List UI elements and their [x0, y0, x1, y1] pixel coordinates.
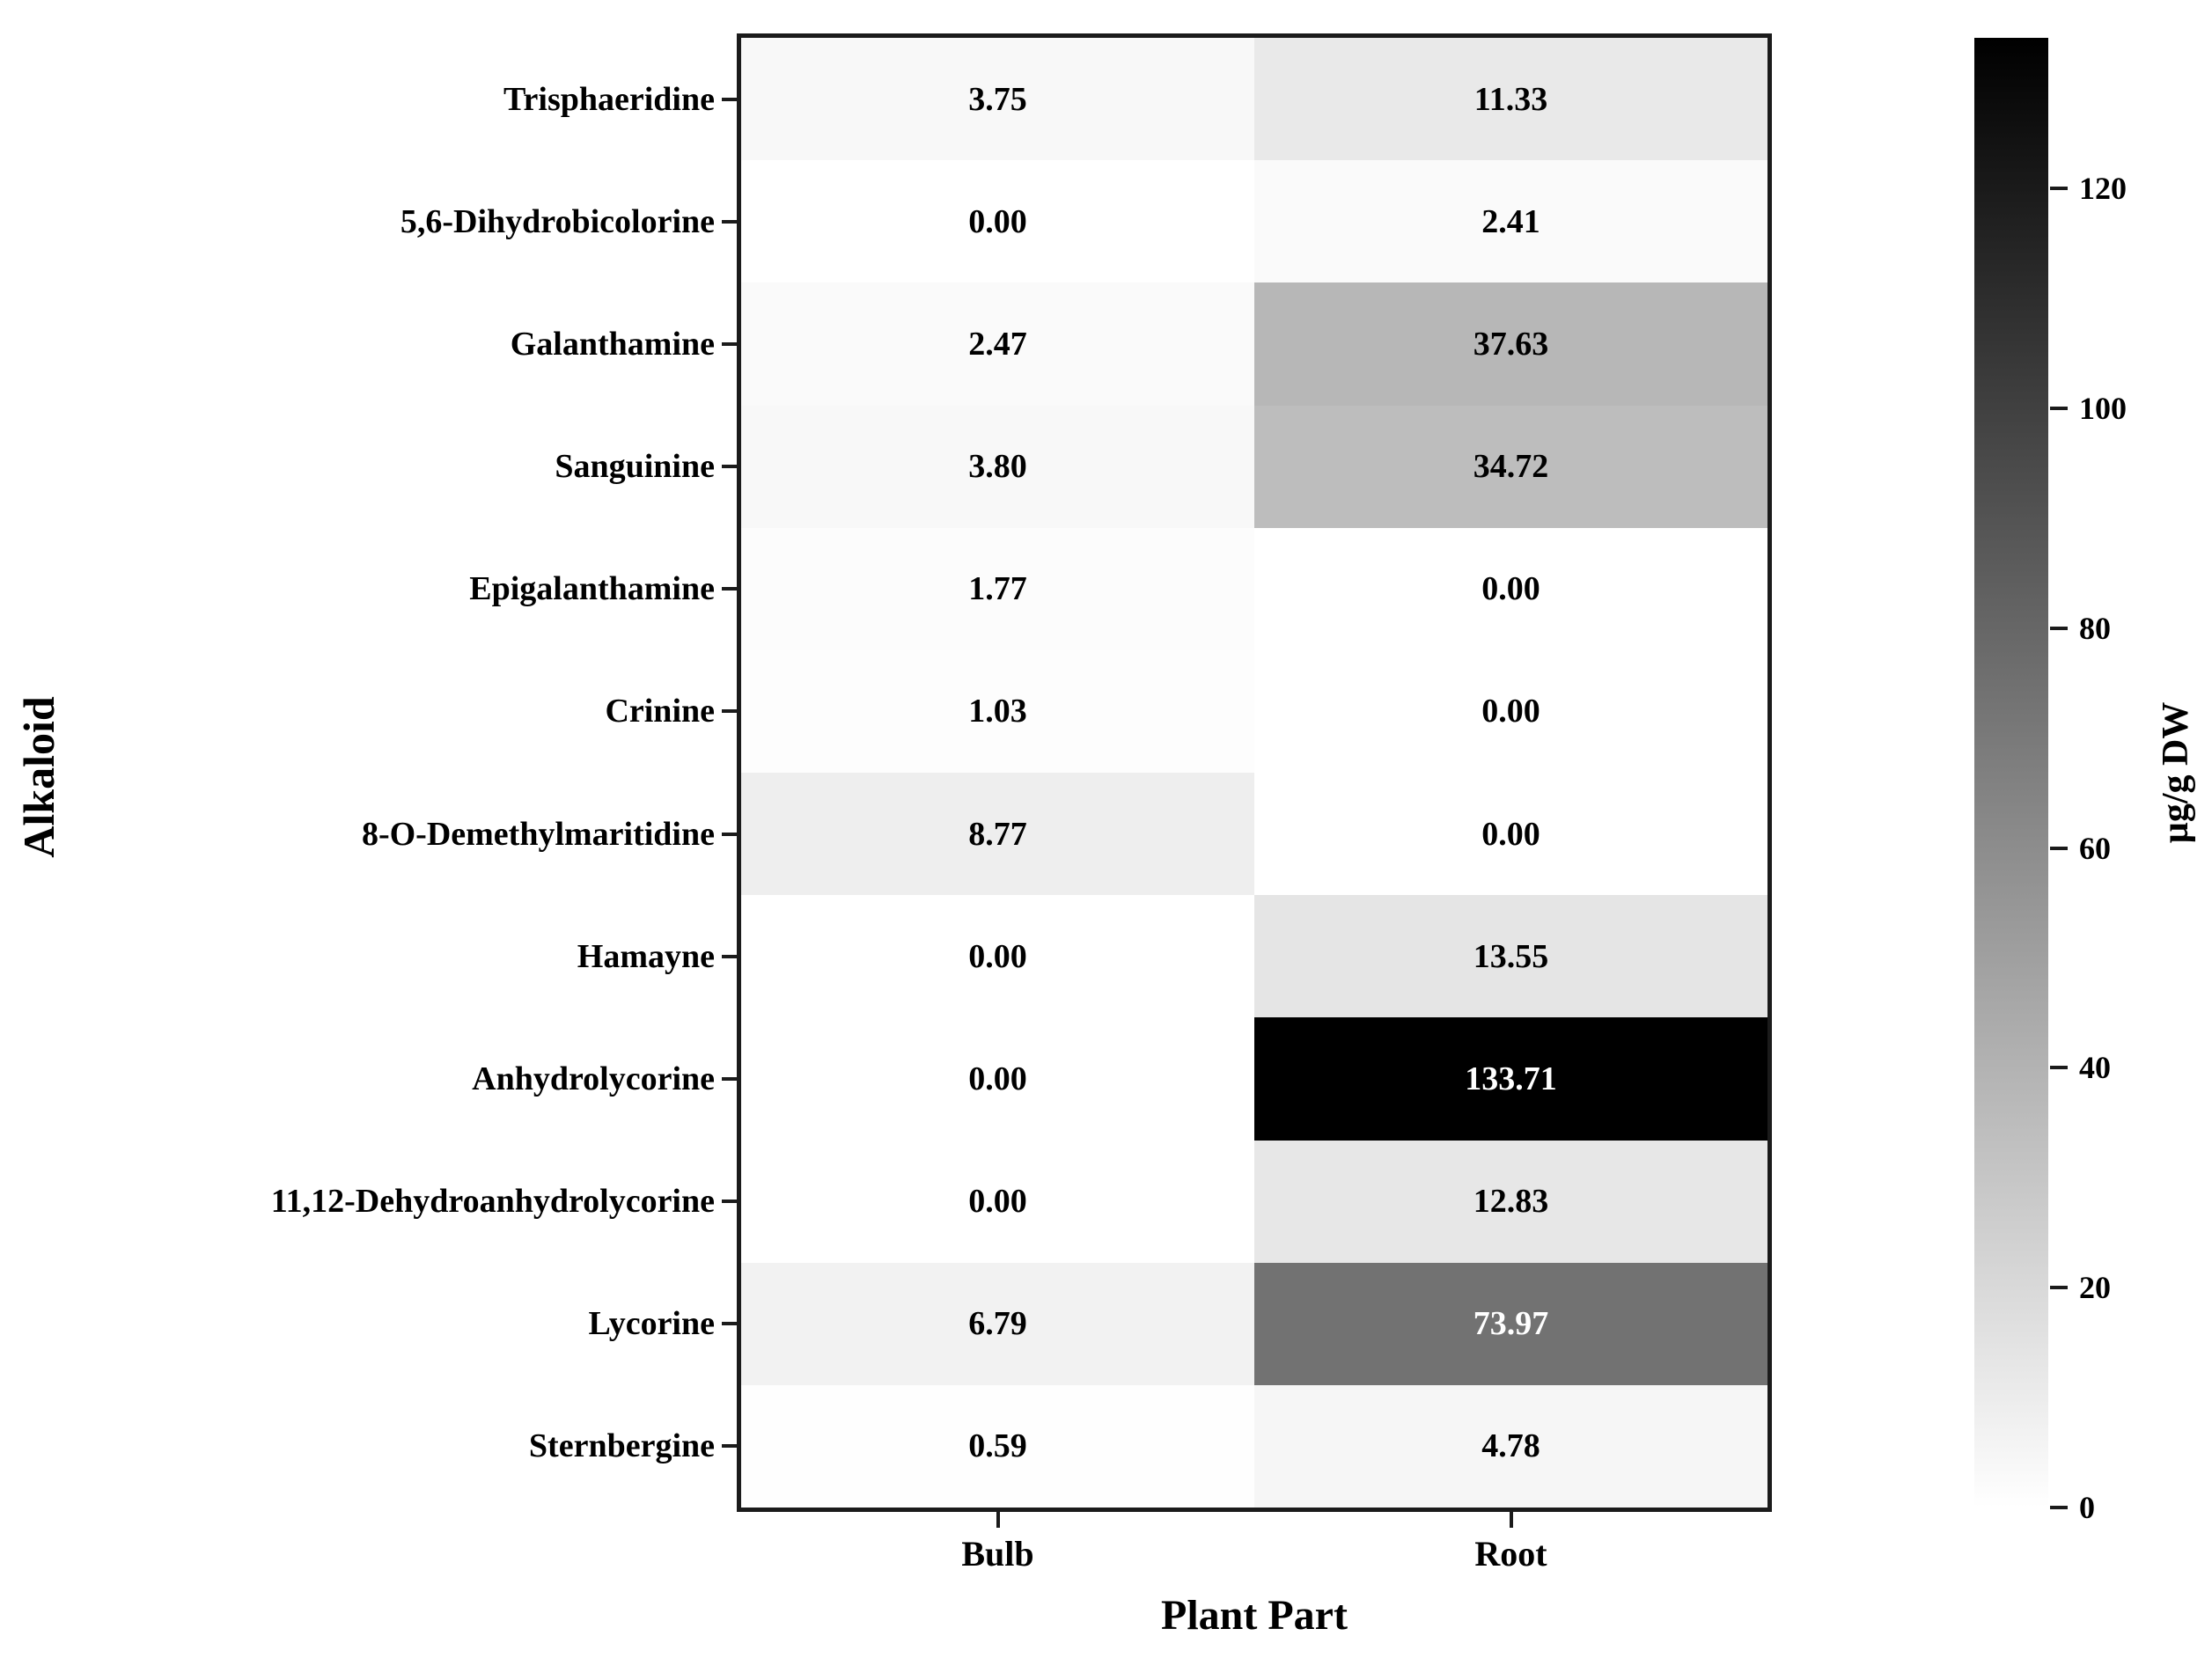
heatmap-cell: 0.00: [1254, 773, 1767, 896]
heatmap-cell: 34.72: [1254, 405, 1767, 528]
heatmap-cell: 0.00: [1254, 527, 1767, 650]
heatmap-cell: 0.00: [741, 160, 1254, 283]
row-label: Crinine: [605, 693, 715, 730]
y-tick-mark: [722, 341, 739, 346]
heatmap-cell: 37.63: [1254, 282, 1767, 406]
y-tick-mark: [722, 587, 739, 591]
x-tick-mark: [1509, 1512, 1513, 1528]
y-tick-mark: [722, 954, 739, 958]
y-tick-mark: [722, 1076, 739, 1081]
heatmap-cell: 13.55: [1254, 895, 1767, 1018]
heatmap-row: 0.00 2.41: [741, 160, 1767, 283]
row-label: Lycorine: [588, 1305, 715, 1343]
heatmap-row: 3.75 11.33: [741, 38, 1767, 161]
y-tick-mark: [722, 1199, 739, 1204]
x-axis-title: Plant Part: [1161, 1592, 1348, 1639]
heatmap-row: 3.80 34.72: [741, 405, 1767, 528]
colorbar-tick-value: 100: [2079, 391, 2127, 427]
heatmap-row: 1.03 0.00: [741, 649, 1767, 774]
row-label: Trisphaeridine: [503, 80, 715, 118]
y-tick-mark: [722, 1322, 739, 1326]
row-label: 8-O-Demethylmaritidine: [361, 815, 715, 853]
heatmap-cell: 11.33: [1254, 38, 1767, 161]
column-label: Root: [1474, 1534, 1547, 1574]
colorbar-tick-mark: [2050, 626, 2068, 630]
heatmap-cell: 6.79: [741, 1262, 1254, 1385]
y-tick-mark: [722, 97, 739, 101]
colorbar-tick-value: 80: [2079, 610, 2111, 646]
y-tick-mark: [722, 832, 739, 836]
row-label: Anhydrolycorine: [472, 1060, 715, 1097]
heatmap-row: 6.79 73.97: [741, 1262, 1767, 1385]
row-label: 11,12-Dehydroanhydrolycorine: [270, 1183, 715, 1221]
heatmap-cell: 0.00: [741, 1140, 1254, 1263]
heatmap-row: 0.00 133.71: [741, 1017, 1767, 1141]
colorbar-tick-mark: [2050, 1286, 2068, 1290]
y-tick-mark: [722, 709, 739, 714]
heatmap-row: 2.47 37.63: [741, 282, 1767, 406]
column-label: Bulb: [961, 1534, 1034, 1574]
heatmap-cell: 2.47: [741, 282, 1254, 406]
heatmap-row: 0.59 4.78: [741, 1384, 1767, 1508]
heatmap-cell: 4.78: [1254, 1384, 1767, 1508]
y-tick-mark: [722, 465, 739, 469]
heatmap-cell: 1.77: [741, 527, 1254, 650]
heatmap-axes: 3.75 11.33 0.00 2.41 2.47 37.63 3.80 34.72 1.77 0…: [737, 33, 1772, 1512]
heatmap-cell: 3.75: [741, 38, 1254, 161]
colorbar-tick-mark: [2050, 407, 2068, 411]
heatmap-cell: 1.03: [741, 649, 1254, 774]
heatmap-cell: 73.97: [1254, 1262, 1767, 1385]
heatmap-row: 0.00 12.83: [741, 1140, 1767, 1263]
row-label: Hamayne: [577, 937, 715, 975]
heatmap-cell: 0.00: [741, 895, 1254, 1018]
heatmap-cell: 12.83: [1254, 1140, 1767, 1263]
heatmap-cell: 0.00: [741, 1017, 1254, 1141]
row-label: Epigalanthamine: [469, 570, 715, 608]
heatmap-cell: 8.77: [741, 773, 1254, 896]
row-label: Sanguinine: [555, 448, 715, 486]
row-label: Sternbergine: [528, 1427, 715, 1465]
colorbar-title: µg/g DW: [2156, 701, 2196, 844]
row-label: 5,6-Dihydrobicolorine: [400, 202, 715, 240]
colorbar-tick-value: 60: [2079, 830, 2111, 866]
heatmap-row: 8.77 0.00: [741, 773, 1767, 896]
colorbar-tick-value: 40: [2079, 1050, 2111, 1086]
heatmap-cell: 3.80: [741, 405, 1254, 528]
y-tick-mark: [722, 219, 739, 224]
heatmap-cell: 2.41: [1254, 160, 1767, 283]
heatmap-grid: 3.75 11.33 0.00 2.41 2.47 37.63 3.80 34.72 1.77 0…: [741, 38, 1767, 1508]
heatmap-cell: 0.59: [741, 1384, 1254, 1508]
colorbar-tick-mark: [2050, 1506, 2068, 1509]
heatmap-row: 1.77 0.00: [741, 527, 1767, 650]
colorbar-tick-mark: [2050, 187, 2068, 191]
x-tick-mark: [996, 1512, 1000, 1528]
heatmap-cell: 133.71: [1254, 1017, 1767, 1141]
colorbar-tick-mark: [2050, 1066, 2068, 1070]
colorbar-tick-value: 0: [2079, 1490, 2095, 1525]
heatmap-cell: 0.00: [1254, 649, 1767, 774]
colorbar-tick-mark: [2050, 846, 2068, 850]
heatmap-row: 0.00 13.55: [741, 895, 1767, 1018]
colorbar-tick-value: 120: [2079, 171, 2127, 207]
y-tick-mark: [722, 1444, 739, 1449]
colorbar-tick-value: 20: [2079, 1270, 2111, 1306]
colorbar-gradient: [1974, 38, 2048, 1508]
row-label: Galanthamine: [510, 325, 715, 363]
